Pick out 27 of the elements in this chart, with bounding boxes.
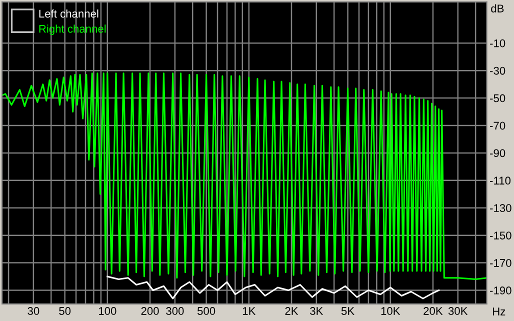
y-tick-label: -110 xyxy=(490,176,511,185)
y-tick-label: -30 xyxy=(490,66,506,75)
x-tick-label: 10K xyxy=(381,307,400,315)
y-tick-label: -130 xyxy=(490,204,512,212)
y-tick-label: -150 xyxy=(490,232,512,240)
x-tick-label: 300 xyxy=(166,307,184,315)
y-tick-label: -170 xyxy=(490,259,512,267)
text: Right channel xyxy=(39,24,106,35)
x-tick-label: 20K xyxy=(424,307,443,315)
x-tick-label: 5K xyxy=(341,307,354,315)
x-tick-label: 100 xyxy=(99,307,116,315)
x-tick-label: 500 xyxy=(197,307,216,315)
y-tick-label: -190 xyxy=(490,286,512,294)
x-tick-label: 30 xyxy=(28,307,40,315)
x-tick-label: 50 xyxy=(59,307,71,315)
x-axis-title: Hz xyxy=(492,308,506,316)
y-tick-label: -70 xyxy=(490,122,506,130)
y-tick-label: -50 xyxy=(490,94,506,102)
x-tick-label: 200 xyxy=(141,307,159,315)
text: Left channel xyxy=(39,9,98,18)
y-tick-label: -10 xyxy=(490,39,506,48)
y-tick-label: -90 xyxy=(490,149,506,158)
x-tick-label: 2K xyxy=(285,307,298,315)
x-tick-label: 1K xyxy=(242,307,256,315)
x-tick-label: 30K xyxy=(448,307,468,315)
x-tick-label: 3K xyxy=(310,307,324,315)
y-axis-title: dB xyxy=(491,4,504,12)
